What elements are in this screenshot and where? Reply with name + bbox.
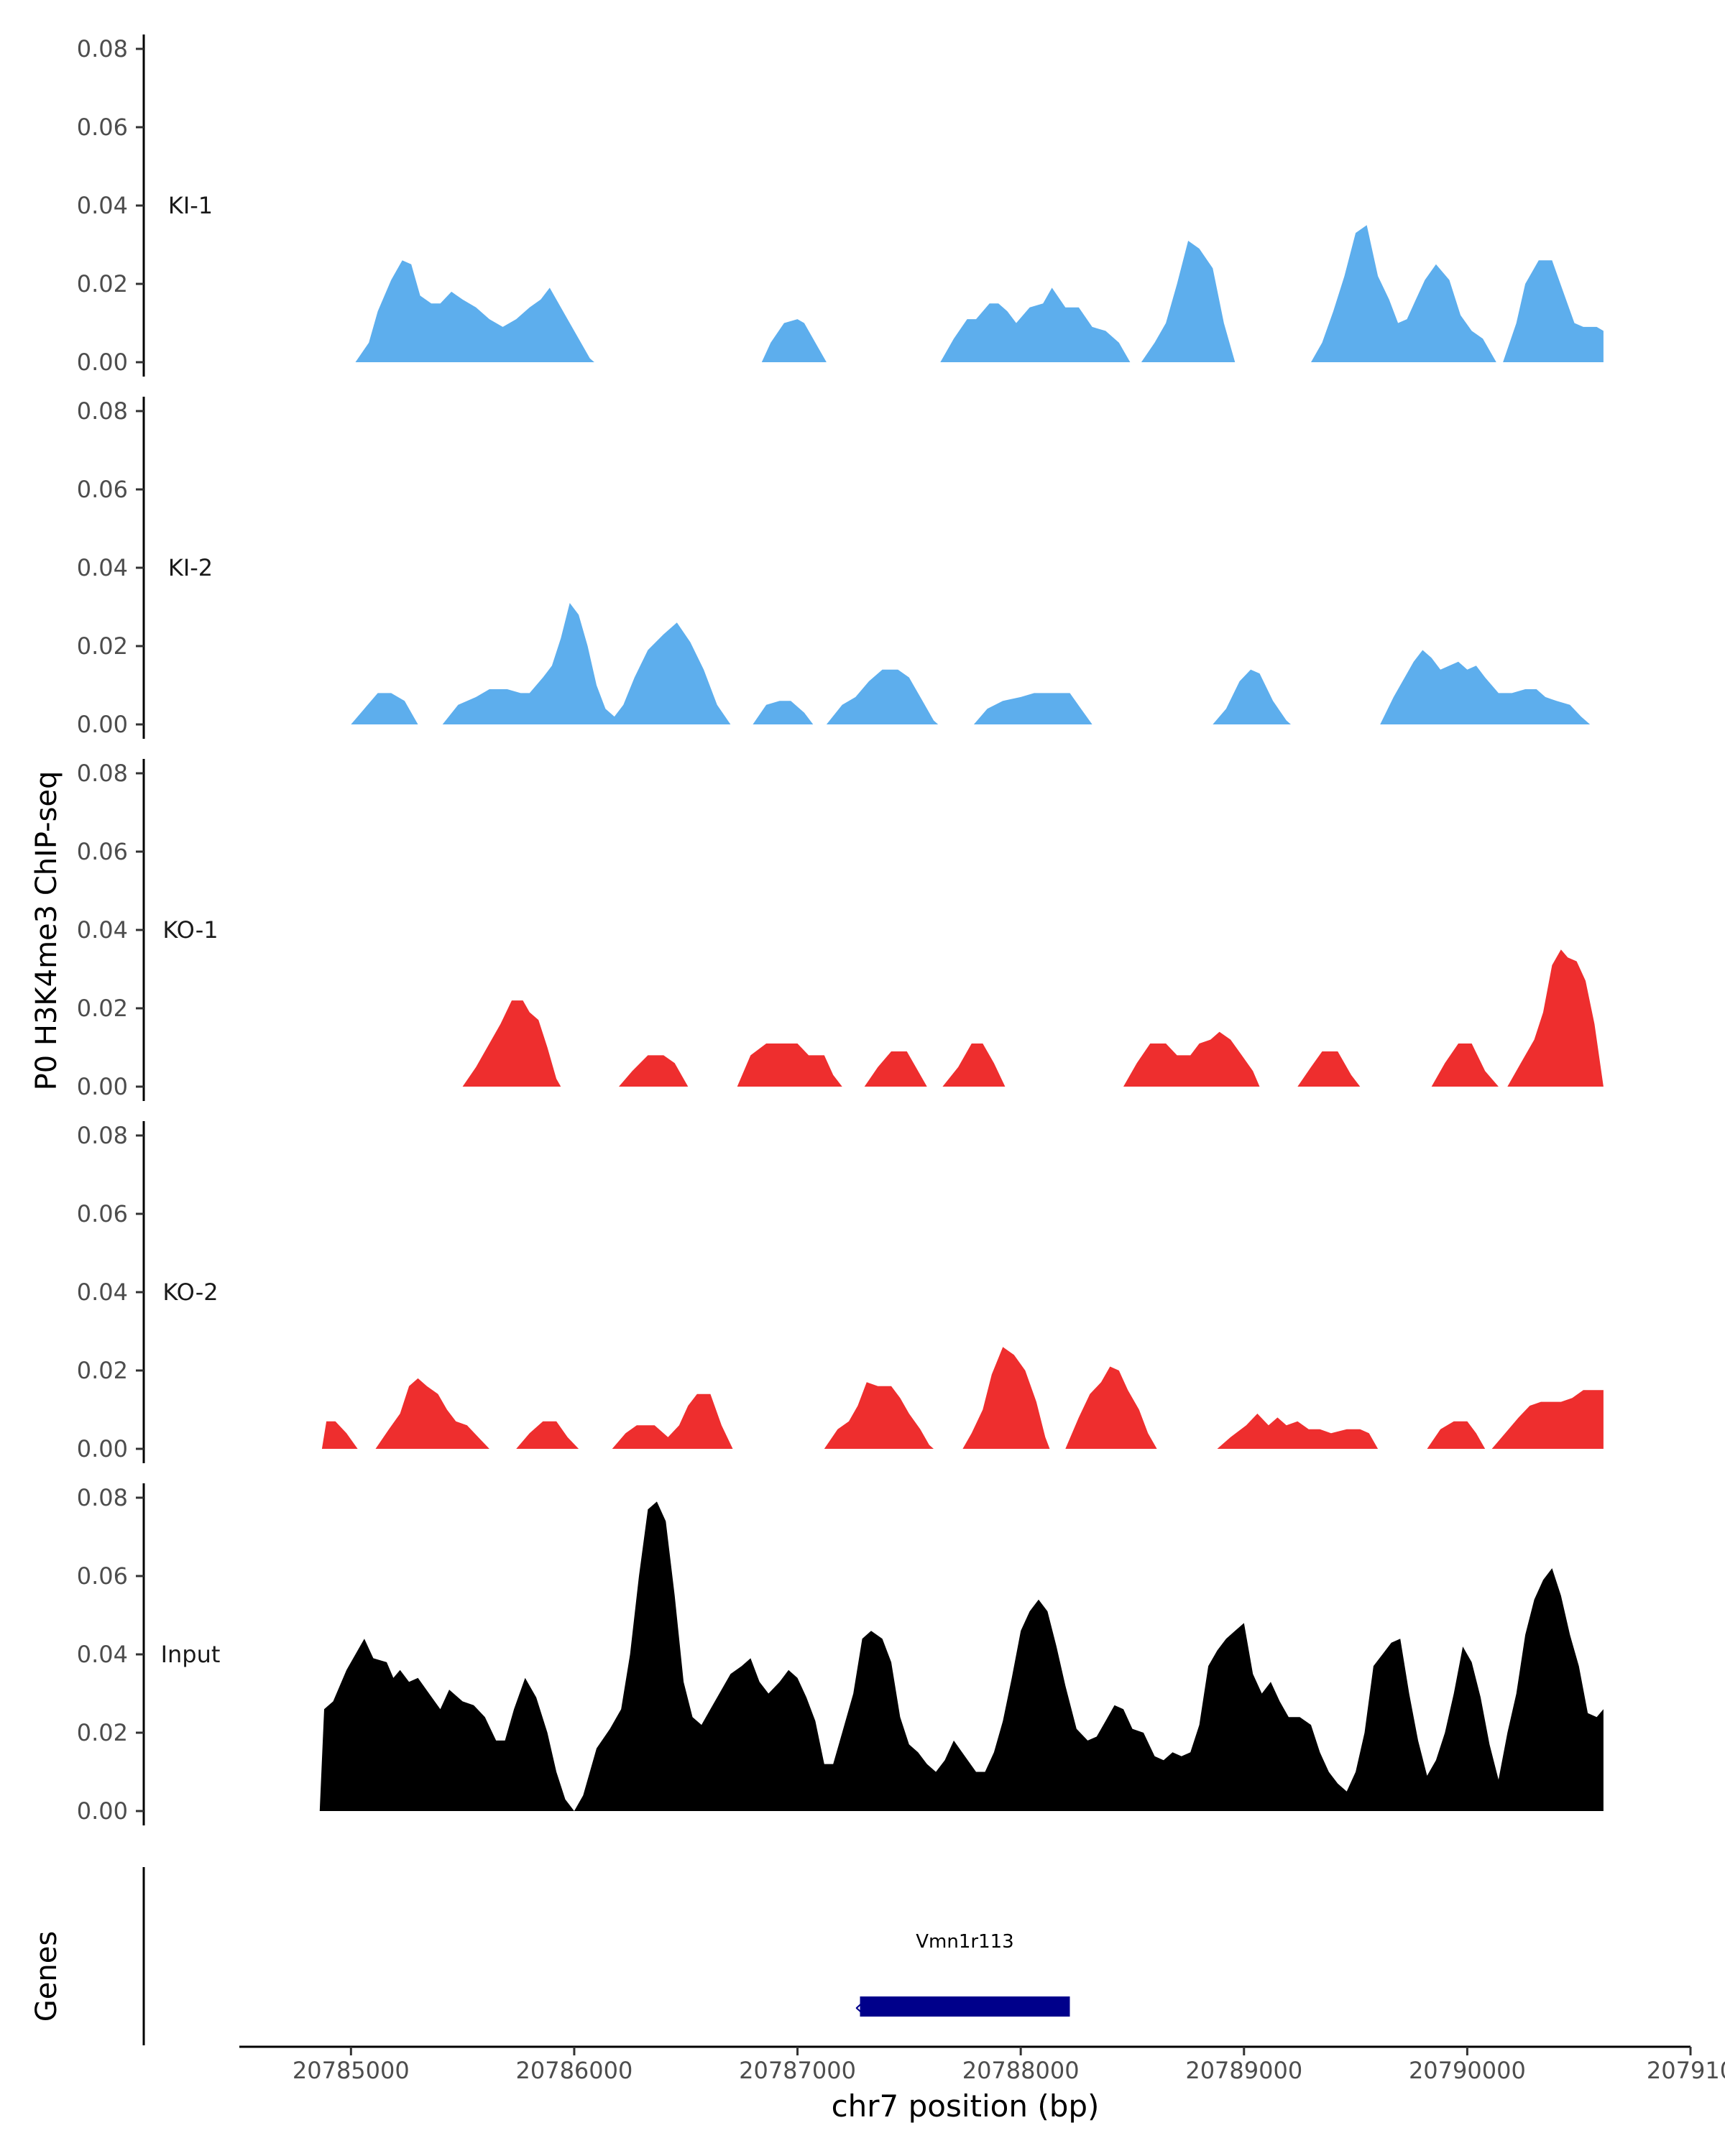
y-tick-label: 0.08 [77,1484,128,1511]
signal-area-ko-1 [864,1051,927,1087]
track-input: 0.00 0.02 0.04 0.06 0.08 Input [77,1483,1604,1825]
gene-body [860,1996,1070,2017]
y-tick-label: 0.04 [77,1279,128,1306]
signal-area-ko-2 [1491,1390,1604,1449]
x-axis: 20785000 20786000 20787000 20788000 20789000… [239,2045,1725,2084]
y-tick-label: 0.04 [77,192,128,219]
gene-label: Vmn1r113 [916,1931,1013,1953]
gene-strand-marker: ‹ [855,1995,863,2020]
y-tick-label: 0.08 [77,760,128,787]
y-tick-label: 0.02 [77,632,128,660]
x-axis-title: chr7 position (bp) [832,2088,1100,2124]
genes-track-title: Genes [30,1931,63,2022]
signal-area-ki-2 [442,603,731,724]
track-ko-2: 0.00 0.02 0.04 0.06 0.08 KO-2 [77,1121,1604,1463]
track-ki-2: 0.00 0.02 0.04 0.06 0.08 KI-2 [77,397,1591,739]
track-label-ki-1: KI-1 [168,192,213,219]
y-tick-label: 0.08 [77,397,128,425]
track-label-ki-2: KI-2 [168,554,213,581]
signal-area-ki-2 [351,693,418,724]
y-tick-label: 0.06 [77,1562,128,1590]
signal-area-ki-2 [753,701,814,724]
y-tick-label: 0.04 [77,1641,128,1668]
y-tick-label: 0.00 [77,1797,128,1825]
y-tick-label: 0.06 [77,476,128,503]
signal-area-ko-2 [375,1378,489,1449]
signal-area-ko-2 [824,1382,934,1449]
y-tick-label: 0.02 [77,1357,128,1384]
y-axis-title: P0 H3K4me3 ChIP-seq [30,771,63,1091]
x-tick-label: 207910 [1647,2057,1725,2084]
y-tick-label: 0.08 [77,35,128,63]
signal-area-ki-2 [973,693,1092,724]
signal-area-ki-2 [1380,650,1591,724]
y-tick-label: 0.04 [77,916,128,944]
signal-area-ko-1 [1431,1044,1499,1087]
track-label-ko-1: KO-1 [162,916,218,944]
y-tick-label: 0.08 [77,1122,128,1149]
signal-area-ko-2 [612,1393,733,1449]
signal-area-ko-2 [1427,1421,1486,1449]
signal-area-ko-1 [1507,949,1604,1087]
x-tick-label: 20789000 [1185,2057,1302,2084]
x-tick-label: 20788000 [962,2057,1080,2084]
track-label-ko-2: KO-2 [162,1279,218,1306]
track-ki-1: 0.00 0.02 0.04 0.06 0.08 KI-1 [77,34,1604,377]
signal-area-ko-1 [462,1000,561,1087]
y-tick-label: 0.00 [77,349,128,376]
y-tick-label: 0.06 [77,838,128,865]
track-ko-1: 0.00 0.02 0.04 0.06 0.08 KO-1 [77,759,1604,1101]
track-label-input: Input [161,1641,221,1668]
signal-area-ki-1 [355,260,594,362]
y-tick-label: 0.06 [77,1200,128,1227]
y-tick-label: 0.00 [77,1073,128,1100]
signal-area-ko-2 [1065,1366,1157,1449]
signal-area-ki-1 [761,319,827,362]
y-tick-label: 0.00 [77,711,128,738]
signal-area-ki-1 [1503,260,1604,362]
y-tick-label: 0.02 [77,995,128,1022]
signal-area-ko-2 [962,1347,1050,1449]
signal-area-ko-1 [942,1044,1006,1087]
x-tick-label: 20790000 [1409,2057,1526,2084]
signal-area-ko-2 [1217,1414,1379,1449]
signal-area-ko-1 [737,1044,842,1087]
x-tick-label: 20787000 [739,2057,856,2084]
y-tick-label: 0.06 [77,114,128,141]
signal-area-ki-2 [1213,669,1291,724]
signal-area-input [319,1501,1604,1811]
signal-area-ko-2 [321,1421,358,1449]
signal-area-ki-1 [1141,241,1236,362]
signal-area-ko-1 [619,1055,689,1087]
signal-area-ko-1 [1297,1051,1361,1087]
y-tick-label: 0.02 [77,1719,128,1746]
y-tick-label: 0.00 [77,1435,128,1462]
signal-area-ki-2 [826,669,939,724]
y-tick-label: 0.04 [77,554,128,581]
tracks-layer: 0.00 0.02 0.04 0.06 0.08 KI-1 0.00 0.02 0.04 0.06… [77,34,1604,1825]
x-tick-label: 20785000 [293,2057,410,2084]
signal-area-ko-2 [516,1421,579,1449]
x-tick-label: 20786000 [515,2057,632,2084]
signal-area-ki-1 [940,287,1131,362]
y-tick-label: 0.02 [77,270,128,298]
signal-area-ko-1 [1123,1031,1260,1087]
signal-area-ki-1 [1311,225,1496,362]
